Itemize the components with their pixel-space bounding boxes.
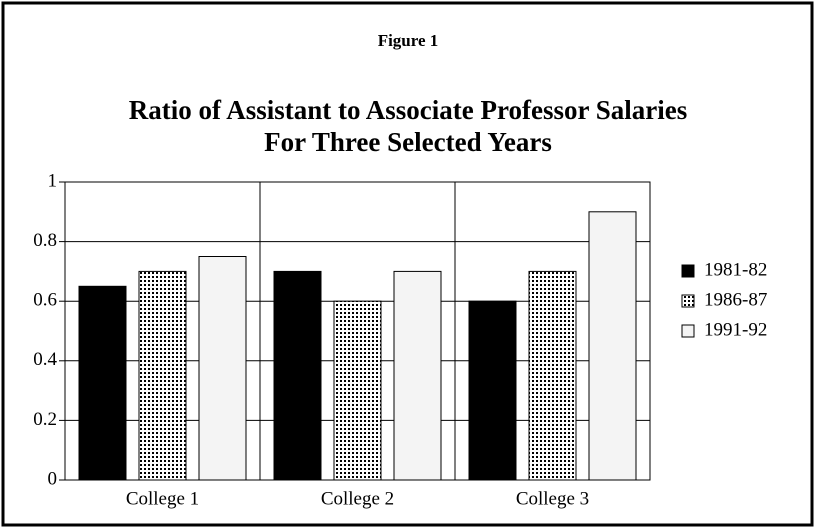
- bar: [528, 270, 577, 481]
- y-tick-label: 0.8: [33, 230, 57, 251]
- bar: [78, 285, 127, 481]
- bar: [588, 211, 637, 481]
- chart-title: Ratio of Assistant to Associate Professo…: [129, 95, 687, 125]
- legend-swatch: [681, 264, 695, 278]
- x-tick-label: College 2: [321, 488, 394, 509]
- bar: [468, 300, 517, 481]
- y-tick-label: 0.2: [33, 409, 57, 430]
- y-tick-label: 0.4: [33, 349, 57, 370]
- bar: [198, 256, 247, 481]
- figure-label: Figure 1: [378, 31, 439, 50]
- bar: [393, 270, 442, 481]
- legend-swatch: [681, 324, 695, 338]
- bar: [138, 270, 187, 481]
- legend-label: 1986-87: [704, 289, 767, 310]
- legend-label: 1991-92: [704, 319, 767, 340]
- x-tick-label: College 3: [516, 488, 589, 509]
- y-tick-label: 0: [48, 468, 58, 489]
- y-tick-label: 1: [48, 170, 58, 191]
- legend-swatch: [681, 294, 695, 308]
- bar: [333, 300, 382, 481]
- y-tick-label: 0.6: [33, 290, 57, 311]
- legend-label: 1981-82: [704, 259, 767, 280]
- bar: [273, 270, 322, 481]
- x-tick-label: College 1: [126, 488, 199, 509]
- chart-subtitle: For Three Selected Years: [264, 127, 552, 157]
